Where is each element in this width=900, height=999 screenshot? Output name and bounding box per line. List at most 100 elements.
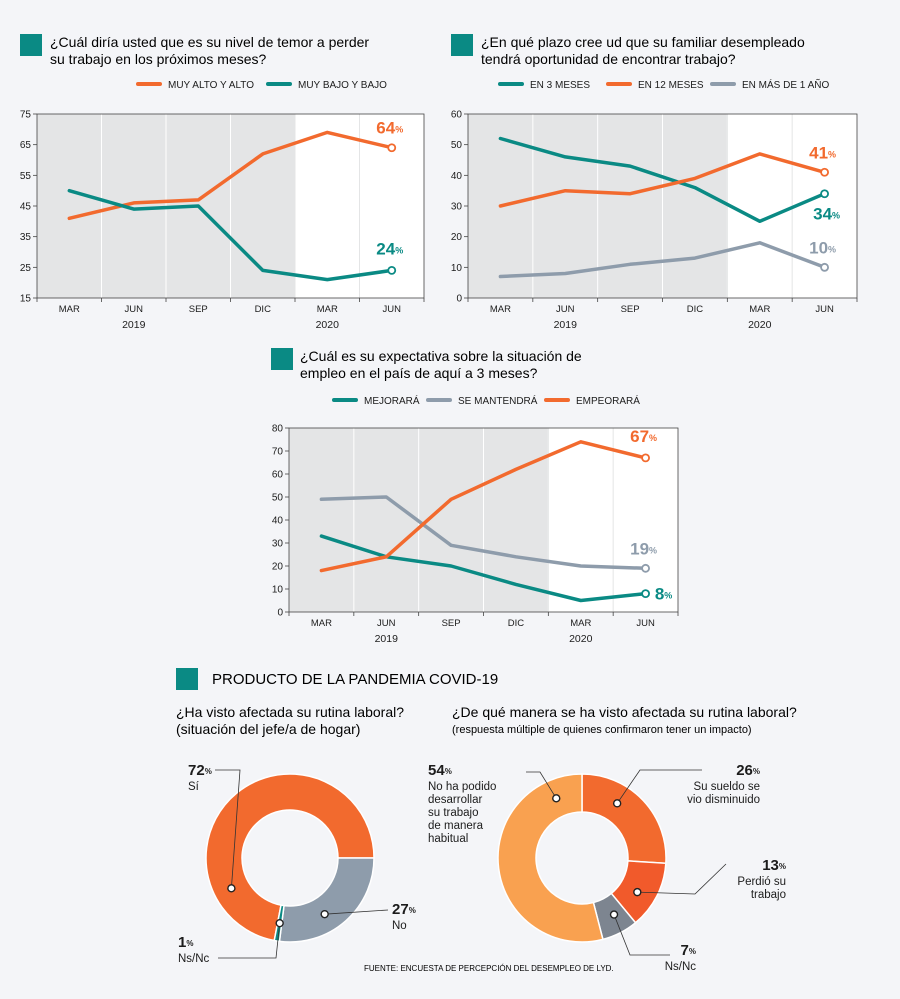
- legend-label: EN 12 MESES: [638, 80, 704, 91]
- slice-label: trabajo: [751, 889, 786, 901]
- slice-label: vio disminuido: [687, 794, 760, 806]
- slice-marker: [275, 918, 284, 928]
- title-square-icon: [20, 34, 42, 56]
- chart-employment-expectation: ¿Cuál es su expectativa sobre la situaci…: [271, 348, 679, 645]
- y-tick-label: 20: [451, 232, 463, 243]
- leader-line: [613, 914, 670, 956]
- chart-title-line-2: tendrá oportunidad de encontrar trabajo?: [481, 51, 736, 67]
- x-tick-label: MAR: [317, 304, 338, 315]
- leader-line: [526, 771, 557, 799]
- year-label: 2020: [316, 319, 340, 331]
- series-end-marker: [820, 167, 829, 177]
- year-label: 2019: [554, 319, 578, 331]
- y-tick-label: 50: [451, 140, 463, 151]
- source-note: FUENTE: ENCUESTA DE PERCEPCIÓN DEL DESEM…: [364, 964, 614, 973]
- leader-line: [324, 909, 389, 915]
- y-tick-label: 40: [272, 516, 284, 527]
- legend-label: MEJORARÁ: [364, 394, 420, 407]
- donut-slice: [278, 857, 375, 943]
- series-end-label: 41%: [809, 143, 836, 162]
- series-end-marker: [641, 589, 650, 598]
- series-end-marker: [820, 262, 829, 272]
- legend-label: SE MANTENDRÁ: [458, 394, 538, 407]
- slice-label: Sí: [188, 781, 200, 793]
- x-tick-label: MAR: [490, 304, 511, 315]
- legend-label: EN MÁS DE 1 AÑO: [742, 78, 829, 91]
- donut-slice: [581, 773, 667, 865]
- section-title: PRODUCTO DE LA PANDEMIA COVID-19: [212, 671, 498, 688]
- chart-title-line-1: ¿Cuál es su expectativa sobre la situaci…: [300, 348, 582, 364]
- y-tick-label: 25: [20, 263, 32, 274]
- y-tick-label: 70: [272, 447, 284, 458]
- section-square-icon: [176, 668, 198, 690]
- x-tick-label: MAR: [311, 618, 332, 629]
- legend-label: EN 3 MESES: [530, 80, 590, 91]
- year-label: 2019: [375, 633, 399, 645]
- x-tick-label: MAR: [570, 618, 591, 629]
- x-tick-label: DIC: [255, 304, 272, 315]
- legend-label: EMPEORARÁ: [576, 394, 640, 407]
- slice-value: 7%: [681, 942, 696, 959]
- series-line: [498, 136, 827, 224]
- y-tick-label: 15: [20, 294, 32, 305]
- year-label: 2019: [122, 319, 146, 331]
- y-tick-label: 35: [20, 232, 32, 243]
- slice-label: habitual: [428, 833, 468, 845]
- x-tick-label: DIC: [687, 304, 704, 315]
- series-end-label: 34%: [813, 205, 840, 224]
- x-tick-label: MAR: [59, 304, 80, 315]
- x-tick-label: JUN: [815, 304, 834, 315]
- series-line: [67, 188, 394, 282]
- donut-title-line-1: ¿De qué manera se ha visto afectada su r…: [452, 704, 797, 720]
- leader-line: [616, 769, 702, 804]
- y-tick-label: 0: [277, 608, 283, 619]
- donut-title-line-2: (situación del jefe/a de hogar): [176, 721, 360, 737]
- series-end-label: 24%: [376, 239, 403, 258]
- slice-value: 27%: [392, 901, 416, 918]
- chart-fear-of-losing-job: ¿Cuál diría usted que es su nivel de tem…: [20, 34, 425, 331]
- x-tick-label: JUN: [125, 304, 144, 315]
- y-tick-label: 80: [272, 424, 284, 435]
- slice-label: de manera: [428, 820, 484, 832]
- x-tick-label: JUN: [636, 618, 655, 629]
- series-end-label: 10%: [809, 238, 836, 257]
- series-end-marker: [820, 189, 829, 199]
- x-tick-label: SEP: [442, 618, 461, 629]
- x-tick-label: MAR: [749, 304, 770, 315]
- slice-marker: [612, 799, 622, 808]
- slice-marker: [633, 887, 642, 897]
- slice-value: 1%: [178, 934, 193, 951]
- slice-label: su trabajo: [428, 807, 479, 819]
- donut-slice: [497, 773, 604, 943]
- x-tick-label: SEP: [189, 304, 208, 315]
- year-label: 2020: [569, 633, 593, 645]
- x-tick-label: SEP: [621, 304, 640, 315]
- leader-line: [637, 863, 727, 895]
- y-tick-label: 55: [20, 171, 32, 182]
- donut-routine-affected: ¿Ha visto afectada su rutina laboral? (s…: [176, 704, 416, 965]
- y-tick-label: 30: [451, 202, 463, 213]
- slice-marker: [227, 884, 236, 893]
- chart-title-line-2: empleo en el país de aquí a 3 meses?: [300, 365, 538, 381]
- series-end-marker: [641, 453, 650, 463]
- series-end-marker: [641, 563, 650, 573]
- legend-label: MUY BAJO Y BAJO: [298, 80, 387, 91]
- slice-marker: [609, 910, 619, 919]
- chart-title-line-1: ¿Cuál diría usted que es su nivel de tem…: [50, 34, 369, 50]
- y-tick-label: 50: [272, 493, 284, 504]
- series-end-marker: [387, 265, 397, 275]
- x-tick-label: DIC: [508, 618, 525, 629]
- series-line: [319, 440, 648, 573]
- chart-title-line-1: ¿En qué plazo cree ud que su familiar de…: [481, 34, 805, 50]
- slice-label: Ns/Nc: [665, 961, 697, 973]
- slice-label: Perdió su: [737, 876, 786, 888]
- x-tick-label: JUN: [383, 304, 402, 315]
- slice-label: Ns/Nc: [178, 953, 210, 965]
- leader-line: [215, 769, 241, 889]
- y-tick-label: 40: [451, 171, 463, 182]
- slice-value: 26%: [736, 762, 760, 779]
- slice-label: desarrollar: [428, 794, 482, 806]
- series-end-label: 19%: [630, 539, 657, 558]
- donut-subtitle: (respuesta múltiple de quienes confirmar…: [452, 724, 752, 736]
- legend-label: MUY ALTO Y ALTO: [168, 80, 254, 91]
